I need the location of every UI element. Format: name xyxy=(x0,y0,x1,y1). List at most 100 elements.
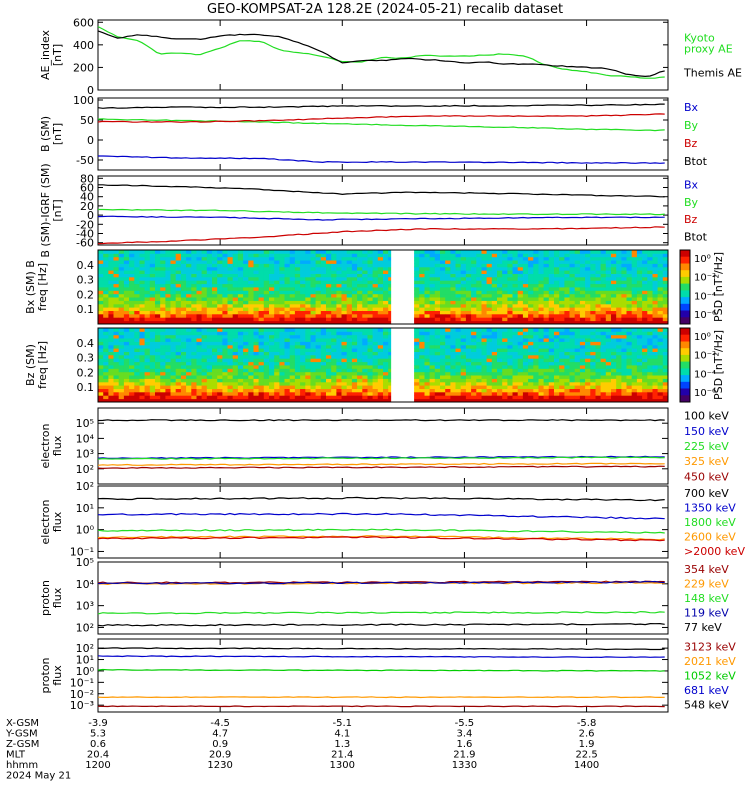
heatmap-cell xyxy=(559,388,565,393)
heatmap-cell xyxy=(191,354,197,359)
heatmap-cell xyxy=(139,270,146,274)
heatmap-cell xyxy=(657,388,664,393)
heatmap-cell xyxy=(315,320,322,325)
heatmap-cell xyxy=(460,290,467,295)
heatmap-cell xyxy=(160,320,166,325)
heatmap-cell xyxy=(507,317,513,322)
heatmap-cell xyxy=(269,354,275,359)
heatmap-cell xyxy=(600,273,607,278)
heatmap-cell xyxy=(636,381,643,386)
heatmap-cell xyxy=(528,313,534,318)
heatmap-cell xyxy=(533,287,539,291)
heatmap-cell xyxy=(543,344,550,349)
heatmap-cell xyxy=(139,256,146,261)
heatmap-cell xyxy=(170,270,177,274)
heatmap-cell xyxy=(522,331,529,336)
heatmap-cell xyxy=(611,300,617,305)
heatmap-cell xyxy=(258,260,265,264)
heatmap-cell xyxy=(626,368,633,373)
heatmap-cell xyxy=(289,276,296,281)
heatmap-cell xyxy=(362,300,368,305)
heatmap-cell xyxy=(517,260,524,264)
heatmap-cell xyxy=(144,313,151,318)
heatmap-cell xyxy=(294,368,301,373)
heatmap-cell xyxy=(491,334,498,339)
heatmap-cell xyxy=(652,391,659,396)
heatmap-cell xyxy=(559,253,565,258)
heatmap-cell xyxy=(372,368,379,373)
heatmap-cell xyxy=(512,358,519,363)
heatmap-cell xyxy=(642,280,648,285)
heatmap-cell xyxy=(367,365,374,369)
heatmap-cell xyxy=(139,263,146,268)
heatmap-cell xyxy=(414,354,420,359)
heatmap-cell xyxy=(507,293,513,298)
heatmap-cell xyxy=(243,334,249,339)
heatmap-cell xyxy=(548,300,555,305)
heatmap-cell xyxy=(372,320,379,325)
heatmap-cell xyxy=(289,344,296,349)
heatmap-cell xyxy=(595,378,602,383)
heatmap-cell xyxy=(636,391,643,396)
heatmap-cell xyxy=(383,310,389,315)
heatmap-cell xyxy=(144,358,151,363)
heatmap-cell xyxy=(274,313,280,318)
heatmap-cell xyxy=(522,283,529,288)
heatmap-cell xyxy=(227,398,234,403)
heatmap-cell xyxy=(605,310,612,315)
heatmap-cell xyxy=(507,381,513,386)
heatmap-cell xyxy=(346,351,353,356)
heatmap-cell xyxy=(180,368,187,373)
heatmap-cell xyxy=(657,331,664,336)
heatmap-cell xyxy=(279,388,285,393)
heatmap-cell xyxy=(274,263,280,268)
heatmap-cell xyxy=(300,375,306,379)
heatmap-cell xyxy=(253,276,260,281)
heatmap-cell xyxy=(108,250,114,254)
heatmap-cell xyxy=(248,381,254,386)
heatmap-cell xyxy=(222,344,228,349)
heatmap-cell xyxy=(585,317,591,322)
heatmap-cell xyxy=(424,328,431,332)
heatmap-cell xyxy=(450,253,456,258)
heatmap-cell xyxy=(652,280,659,285)
heatmap-cell xyxy=(315,253,322,258)
heatmap-cell xyxy=(605,388,612,393)
heatmap-cell xyxy=(341,317,348,322)
heatmap-cell xyxy=(579,317,586,322)
heatmap-cell xyxy=(253,287,260,291)
heatmap-cell xyxy=(294,351,301,356)
heatmap-cell xyxy=(497,253,503,258)
heatmap-cell xyxy=(388,280,394,285)
heatmap-cell xyxy=(662,344,669,349)
heatmap-cell xyxy=(533,348,539,352)
heatmap-cell xyxy=(175,344,182,349)
heatmap-cell xyxy=(414,334,420,339)
heatmap-cell xyxy=(460,300,467,305)
heatmap-cell xyxy=(289,307,296,311)
heatmap-cell xyxy=(455,266,462,271)
heatmap-cell xyxy=(336,273,342,278)
heatmap-cell xyxy=(341,351,348,356)
heatmap-cell xyxy=(341,388,348,393)
heatmap-cell xyxy=(357,388,363,393)
heatmap-cell xyxy=(616,391,622,396)
heatmap-cell xyxy=(362,368,368,373)
heatmap-cell xyxy=(419,398,425,403)
heatmap-cell xyxy=(144,391,151,396)
heatmap-cell xyxy=(388,260,394,264)
heatmap-cell xyxy=(579,388,586,393)
heatmap-cell xyxy=(320,378,327,383)
heatmap-cell xyxy=(263,354,270,359)
heatmap-cell xyxy=(486,273,493,278)
heatmap-cell xyxy=(300,253,306,258)
heatmap-cell xyxy=(528,266,534,271)
heatmap-cell xyxy=(336,266,342,271)
heatmap-cell xyxy=(217,310,223,315)
heatmap-cell xyxy=(165,303,171,308)
heatmap-cell xyxy=(341,361,348,366)
heatmap-cell xyxy=(383,338,389,342)
heatmap-cell xyxy=(232,358,239,363)
heatmap-cell xyxy=(611,348,617,352)
colorbar-segment xyxy=(680,368,690,376)
